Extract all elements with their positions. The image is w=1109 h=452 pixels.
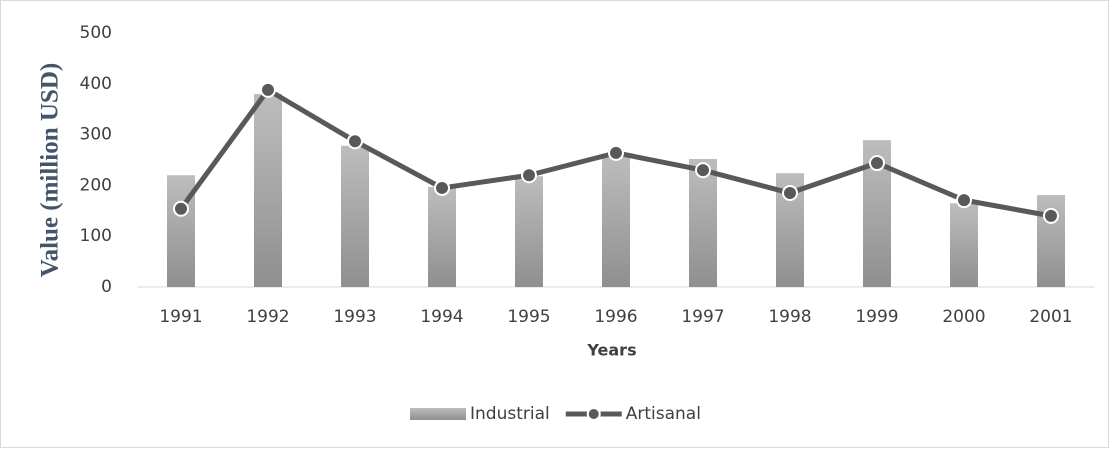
bar: [254, 93, 282, 288]
legend-label: Artisanal: [626, 404, 701, 424]
y-tick-label: 500: [80, 23, 112, 43]
bar: [602, 154, 630, 287]
bar: [428, 186, 456, 287]
line-marker: [347, 133, 363, 150]
x-tick-label: 1998: [768, 307, 811, 327]
line-marker: [869, 155, 885, 172]
x-tick-label: 1991: [159, 307, 202, 327]
x-axis-title: Years: [586, 341, 636, 360]
x-tick-label: 2001: [1029, 307, 1072, 327]
x-tick-label: 1996: [594, 307, 637, 327]
x-tick-label: 1997: [681, 307, 724, 327]
bar: [689, 158, 717, 287]
x-tick-label: 2000: [942, 307, 985, 327]
bar: [950, 203, 978, 287]
y-tick-label: 400: [80, 74, 112, 94]
y-tick-label: 200: [80, 175, 112, 195]
bar: [341, 145, 369, 287]
line-marker: [521, 167, 537, 184]
legend-swatch: [410, 408, 466, 420]
y-tick-label: 100: [80, 226, 112, 246]
legend-swatch-marker: [586, 407, 601, 421]
line-marker: [695, 162, 711, 179]
x-tick-label: 1992: [246, 307, 289, 327]
legend-label: Industrial: [470, 404, 550, 424]
y-tick-label: 0: [101, 277, 112, 297]
y-tick-label: 300: [80, 125, 112, 145]
line-marker: [1043, 207, 1059, 224]
x-tick-label: 1995: [507, 307, 550, 327]
line-marker: [434, 179, 450, 196]
x-tick-label: 1993: [333, 307, 376, 327]
x-tick-label: 1999: [855, 307, 898, 327]
line-marker: [782, 185, 798, 202]
line-marker: [608, 144, 624, 161]
line-marker: [956, 192, 972, 209]
line-marker: [173, 200, 189, 217]
bar: [515, 176, 543, 287]
line-marker: [260, 81, 276, 98]
y-axis-title: Value (million USD): [37, 63, 64, 277]
x-tick-label: 1994: [420, 307, 463, 327]
